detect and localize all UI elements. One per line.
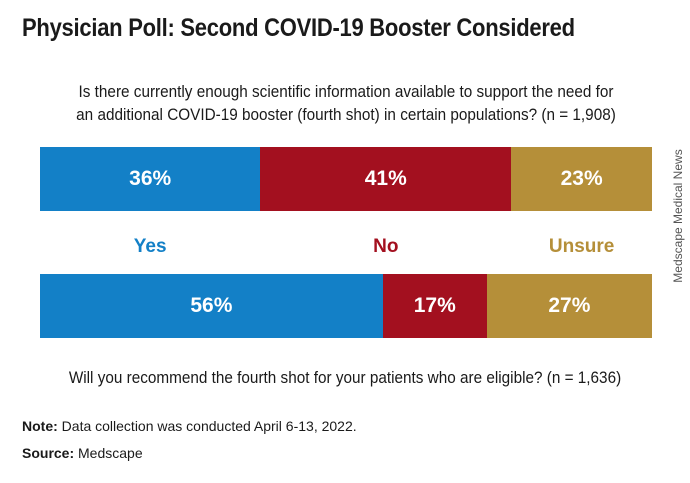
data-label: 23%: [560, 167, 603, 190]
source-line: Source: Medscape: [22, 445, 143, 461]
stacked-bar-question-2: 56% 17% 27%: [40, 274, 652, 338]
question-1: Is there currently enough scientific inf…: [76, 82, 616, 124]
note-text: Data collection was conducted April 6-13…: [57, 418, 357, 434]
chart-title: Physician Poll: Second COVID-19 Booster …: [22, 14, 575, 42]
bar-segment-unsure: 27%: [486, 274, 652, 338]
bar-segment-yes: 36%: [40, 147, 261, 211]
category-label-no: No: [373, 236, 399, 257]
source-label: Source:: [22, 445, 75, 461]
data-label: 41%: [364, 167, 407, 190]
data-label: 17%: [413, 294, 456, 317]
data-label: 36%: [129, 167, 172, 190]
category-label-unsure: Unsure: [548, 236, 615, 257]
note-label: Note:: [22, 418, 58, 434]
question-2: Will you recommend the fourth shot for y…: [68, 368, 622, 387]
bar-segment-unsure: 23%: [511, 147, 652, 211]
category-label-yes: Yes: [133, 236, 167, 257]
bar-segment-no: 17%: [382, 274, 487, 338]
stacked-bar-question-1: 36% 41% 23%: [40, 147, 652, 211]
source-text: Medscape: [74, 445, 143, 461]
note-line: Note: Data collection was conducted Apri…: [22, 418, 357, 434]
data-label: 27%: [548, 294, 591, 317]
data-label: 56%: [190, 294, 233, 317]
bar-segment-yes: 56%: [40, 274, 383, 338]
credit-text: Medscape Medical News: [671, 149, 685, 283]
bar-segment-no: 41%: [260, 147, 512, 211]
